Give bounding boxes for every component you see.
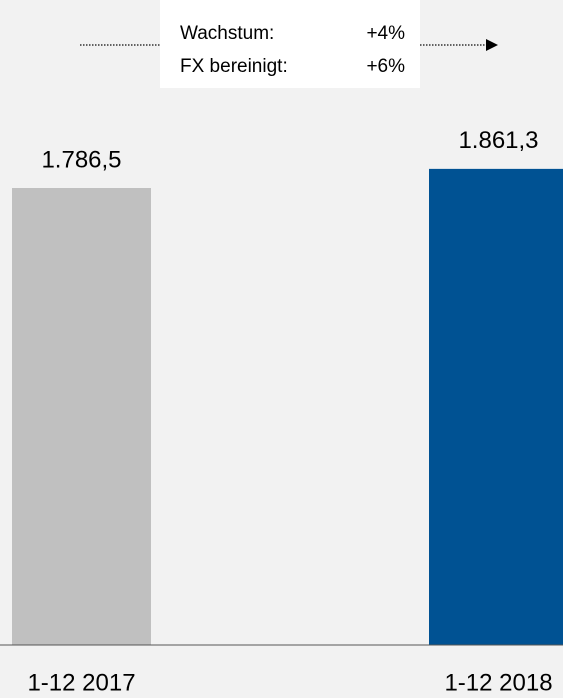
annotation-value: +6%: [366, 56, 405, 77]
bar: [429, 168, 563, 645]
annotation-value: +4%: [366, 23, 405, 44]
x-tick-label: 1-12 2018: [444, 669, 552, 696]
annotation-label: Wachstum:: [180, 23, 274, 44]
arrow-head: [486, 39, 498, 51]
value-label: 1.786,5: [41, 146, 121, 173]
bar: [12, 188, 151, 645]
annotation-box: [160, 0, 420, 88]
x-tick-label: 1-12 2017: [27, 669, 135, 696]
value-label: 1.861,3: [458, 127, 538, 154]
annotation-label: FX bereinigt:: [180, 56, 288, 77]
